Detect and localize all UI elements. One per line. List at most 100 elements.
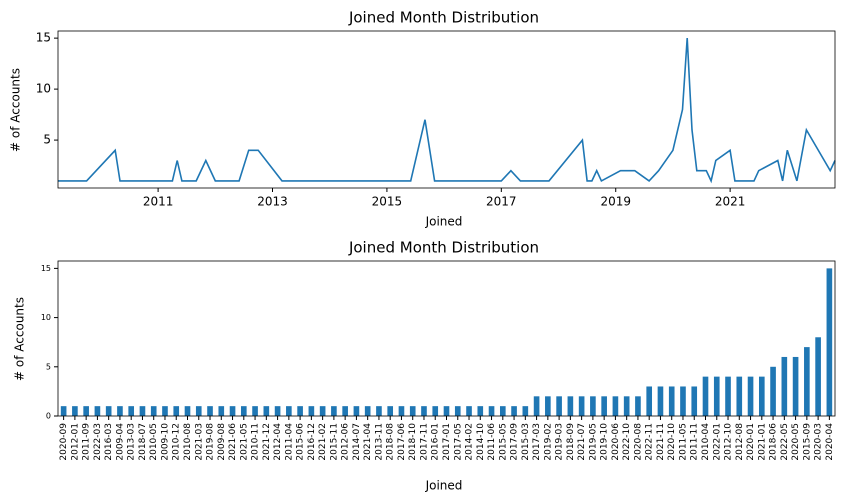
bar [758,376,765,416]
x-tick-label: 2021-05 [239,423,249,461]
x-tick-label: 2013-03 [127,423,137,461]
x-tick-label: 2009-08 [217,423,227,461]
x-tick-label: 2021-12 [262,423,272,461]
bar [421,406,427,416]
bar [781,356,788,416]
bar [590,396,596,416]
bar [94,406,101,416]
y-tick-label: 10 [36,82,51,96]
x-tick-label: 2010-08 [183,423,193,461]
x-tick-label: 2022-03 [93,423,103,461]
y-tick-label: 0 [46,412,51,421]
x-tick-label: 2010-11 [251,423,261,461]
y-tick-label: 10 [41,313,51,322]
axes-frame [57,30,836,189]
x-tick-label: 2017-09 [510,423,520,461]
x-tick-label: 2010-05 [149,423,159,461]
x-tick-label: 2021-02 [318,423,328,461]
x-tick-label: 2015-03 [521,423,531,461]
bar [60,406,67,416]
bar [364,406,371,416]
bar [83,406,89,416]
x-tick-label: 2018-08 [386,423,396,461]
x-tick-label: 2021 [715,195,746,209]
y-tick-label: 5 [46,362,51,371]
bar [139,406,146,416]
x-tick-label: 2014-02 [465,423,475,461]
x-tick-label: 2021-11 [656,423,666,461]
bar [545,396,551,416]
bar [342,406,348,416]
x-tick-label: 2019 [600,195,631,209]
x-tick-label: 2022-05 [780,423,790,461]
bar [556,396,562,416]
x-tick-label: 2019-05 [588,423,598,461]
bar [443,406,450,416]
x-tick-label: 2012-10 [724,423,734,461]
x-tick-label: 2012-04 [273,423,283,461]
bar [162,406,168,416]
x-tick-label: 2019-10 [600,423,610,461]
bar [117,406,123,416]
x-tick-label: 2020-06 [611,423,621,461]
bar [815,337,821,416]
x-tick-label: 2020-09 [59,423,69,461]
x-tick-label: 2017-11 [419,423,429,461]
x-tick-label: 2020-01 [746,423,756,461]
bar [770,366,776,416]
bar [702,376,709,416]
x-tick-label: 2018-07 [138,423,148,461]
bar [195,406,202,416]
bar [612,396,619,416]
bar [466,406,472,416]
x-tick-label: 2020-05 [791,423,801,461]
x-tick-label: 2010-12 [172,423,182,461]
x-tick-label: 2013 [257,195,288,209]
bar [578,396,585,416]
bar [646,386,653,416]
bar [319,406,326,416]
bar [657,386,664,416]
x-tick-label: 2019-02 [543,423,553,461]
x-tick-label: 2021-07 [577,423,587,461]
x-tick-label: 2014-10 [476,423,486,461]
bar [747,376,754,416]
bar [376,406,382,416]
bar [623,396,630,416]
bar [826,268,833,416]
x-tick-label: 2020-04 [825,423,835,461]
bar [218,406,225,416]
x-tick-label: 2012-01 [70,423,80,461]
chart-title: Joined Month Distribution [348,239,539,257]
x-tick-label: 2017-06 [397,423,407,461]
x-tick-label: 2022-01 [712,423,722,461]
y-axis-label: # of Accounts [13,297,27,381]
x-tick-label: 2011-09 [82,423,92,461]
bar [454,406,461,416]
x-tick-label: 2011-06 [487,423,497,461]
y-tick-label: 15 [36,31,51,45]
x-axis-label: Joined [425,215,463,229]
x-tick-label: 2009-10 [160,423,170,461]
x-tick-label: 2011 [143,195,174,209]
x-tick-label: 2009-04 [115,423,125,461]
x-tick-label: 2011-04 [284,423,294,461]
x-tick-label: 2016-03 [104,423,114,461]
bar [184,406,191,416]
bar [72,406,78,416]
bar [713,376,720,416]
x-tick-label: 2021-04 [363,423,373,461]
x-tick-label: 2019-08 [206,423,216,461]
bar [263,406,270,416]
bar [150,406,157,416]
x-tick-label: 2012-08 [735,423,745,461]
bar [511,406,517,416]
x-tick-label: 2011-11 [690,423,700,461]
bar [398,406,405,416]
bar [331,406,337,416]
bar [409,406,416,416]
bar [567,396,574,416]
bar [691,386,698,416]
bar [173,406,180,416]
x-tick-label: 2021-06 [228,423,238,461]
